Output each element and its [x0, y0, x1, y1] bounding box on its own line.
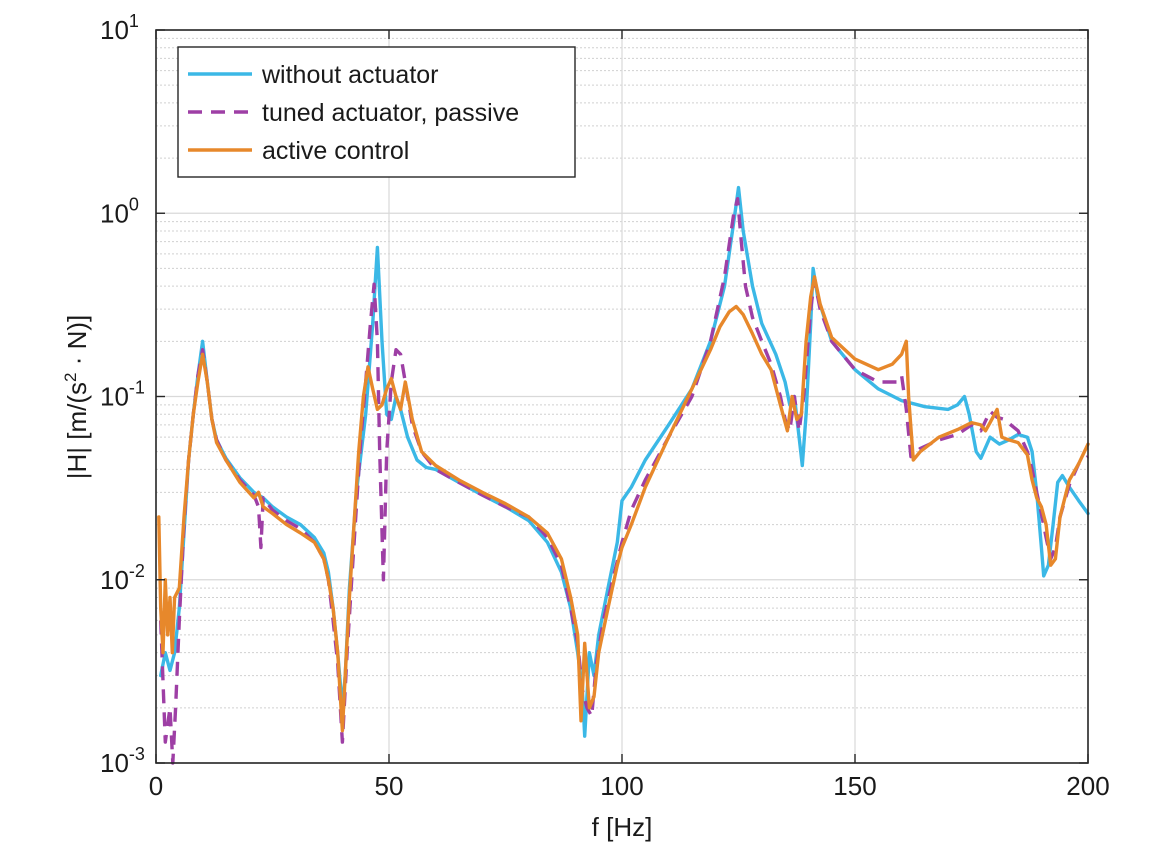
y-axis-label-tail: · N)] — [62, 315, 92, 373]
series-line-active-control — [159, 277, 1088, 731]
y-tick-label: 10-3 — [100, 744, 145, 778]
legend-label-tuned-actuator: tuned actuator, passive — [262, 99, 519, 127]
series-line-without-actuator — [161, 188, 1088, 737]
x-tick-label: 200 — [1066, 771, 1109, 801]
x-axis-label: f [Hz] — [592, 812, 653, 842]
legend-label-without-actuator: without actuator — [261, 61, 439, 89]
x-tick-label: 0 — [149, 771, 163, 801]
series-line-tuned-actuator-passive — [161, 199, 1088, 763]
series-layer — [159, 188, 1088, 763]
y-tick-label: 10-1 — [100, 378, 145, 412]
y-axis-label-main: |H| [m/(s — [62, 382, 92, 479]
x-tick-label: 50 — [375, 771, 404, 801]
x-tick-label: 150 — [833, 771, 876, 801]
legend: without actuator tuned actuator, passive… — [178, 47, 575, 177]
y-axis-label-sup: 2 — [61, 373, 80, 382]
y-tick-label: 101 — [100, 11, 139, 45]
legend-label-active-control: active control — [262, 137, 409, 165]
y-tick-label: 10-2 — [100, 561, 145, 595]
y-tick-label: 100 — [100, 194, 139, 228]
y-axis-label: |H| [m/(s2 · N)] — [61, 315, 92, 480]
x-tick-label: 100 — [600, 771, 643, 801]
